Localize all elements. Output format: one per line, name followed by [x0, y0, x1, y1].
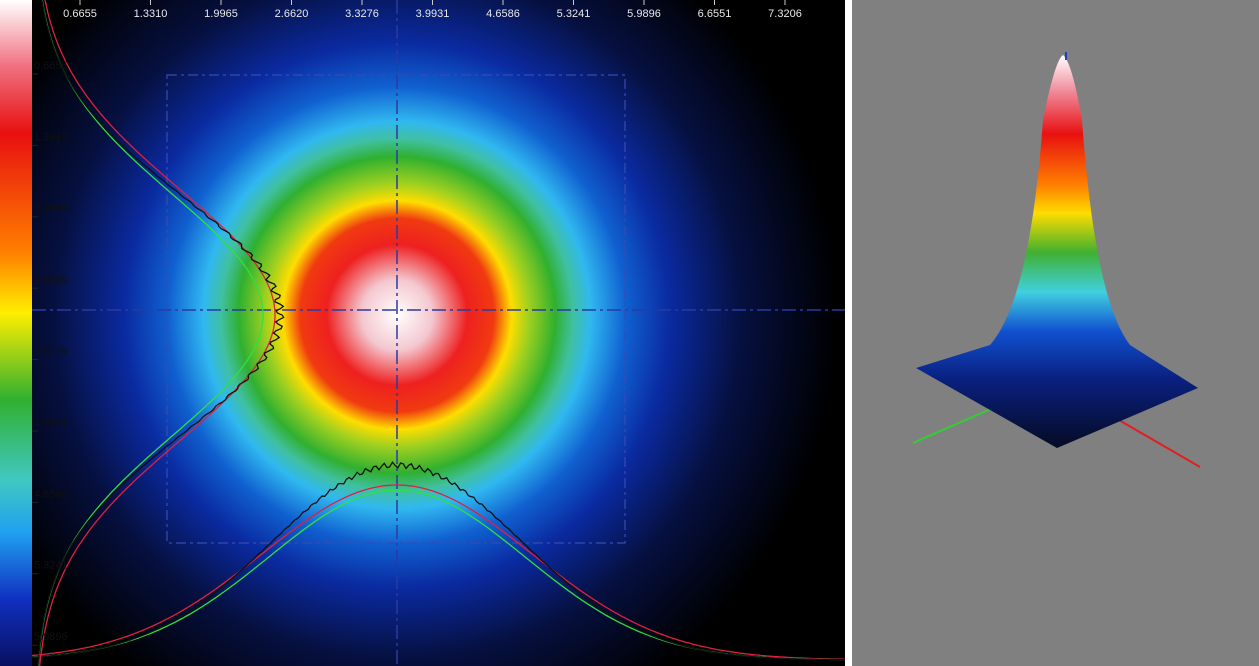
profiles: [31, 0, 846, 666]
profile-h: [31, 484, 846, 660]
left-tick-label: 4.6586: [34, 488, 68, 500]
peak-surface: [916, 55, 1198, 448]
axis-y: [912, 404, 1001, 444]
left-tick-label: 3.3276: [34, 346, 68, 358]
profile-v: [39, 0, 276, 666]
top-tick-label: 3.3276: [345, 8, 379, 20]
left-tick-label: 2.6620: [34, 274, 68, 286]
top-tick-label: 2.6620: [275, 8, 309, 20]
profile-h: [31, 461, 845, 661]
top-tick-label: 3.9931: [416, 8, 450, 20]
separator: [845, 0, 852, 666]
left-tick-label: 5.3241: [34, 560, 68, 572]
top-tick-label: 7.3206: [768, 8, 802, 20]
top-tick-label: 5.3241: [557, 8, 591, 20]
roi-box: [166, 74, 626, 544]
beam-image: [0, 0, 845, 666]
top-tick-label: 4.6586: [486, 8, 520, 20]
top-tick-label: 6.6551: [698, 8, 732, 20]
top-tick-label: 1.9965: [204, 8, 238, 20]
left-tick-label: 0.6655: [34, 60, 68, 72]
left-tick-label: 5.9896: [34, 631, 68, 643]
profile-v: [37, 0, 285, 666]
top-tick-label: 5.9896: [627, 8, 661, 20]
left-tick-label: 1.3310: [34, 131, 68, 143]
left-tick-label: 1.9965: [34, 203, 68, 215]
axis-x: [1111, 415, 1201, 468]
left-tick-label: 3.9931: [34, 417, 68, 429]
color-scale: [0, 0, 32, 666]
top-tick-label: 1.3310: [134, 8, 168, 20]
top-tick-label: 0.6655: [63, 8, 97, 20]
